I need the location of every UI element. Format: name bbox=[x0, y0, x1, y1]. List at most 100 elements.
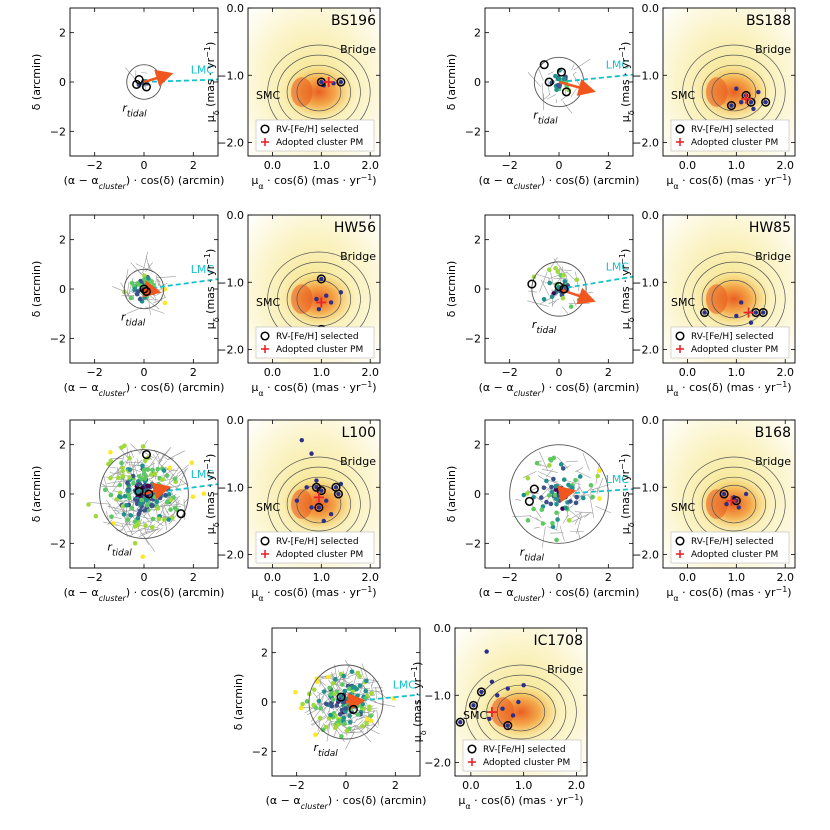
star-point bbox=[121, 512, 127, 517]
star-point bbox=[145, 467, 151, 472]
pm-y-axis-label-part: −1 bbox=[203, 458, 212, 470]
pm-xtick-label: 1.0 bbox=[728, 366, 746, 379]
star-point bbox=[554, 501, 559, 507]
star-point bbox=[525, 518, 531, 523]
pm-xtick-label-part: 0.0 bbox=[679, 366, 697, 379]
sky-x-axis-label-part: cluster bbox=[301, 802, 329, 811]
pm-star bbox=[328, 511, 334, 517]
pm-vector bbox=[129, 460, 136, 475]
pm-vector bbox=[334, 664, 339, 686]
selected-star bbox=[132, 79, 142, 90]
pm-x-axis-label-part: ) bbox=[787, 586, 791, 599]
pm-star bbox=[743, 491, 749, 497]
pm-vector bbox=[315, 691, 323, 698]
selected-star bbox=[561, 87, 571, 97]
star-point bbox=[568, 304, 574, 309]
pm-y-axis-label-part: μ bbox=[204, 115, 217, 122]
pm-ytick-label: 0.0 bbox=[642, 2, 660, 15]
density-contour bbox=[701, 64, 767, 120]
pm-vector bbox=[559, 525, 565, 542]
star-point bbox=[597, 496, 602, 501]
sky-ytick-label: −2 bbox=[50, 537, 66, 550]
pm-xtick-label: 2.0 bbox=[361, 571, 379, 584]
tidal-radius-circle bbox=[308, 664, 384, 740]
sky-panel: −2 0 2 −2 0 2 rtidal LMC (α − αcluster) · cos(δ)… bbox=[445, 214, 639, 398]
pm-vector bbox=[589, 496, 595, 519]
sky-xtick-label: 2 bbox=[392, 779, 399, 792]
star-point bbox=[355, 712, 361, 717]
lmc-label: LMC bbox=[606, 59, 630, 72]
star-point bbox=[93, 513, 99, 519]
sky-panel: −2 0 2 −2 0 2 rtidal LMC (α − αcluster) · cos(δ)… bbox=[232, 627, 426, 811]
sky-y-axis-label-part: δ (arcmin) bbox=[445, 261, 458, 318]
star-point bbox=[102, 487, 108, 493]
star-point bbox=[349, 669, 355, 674]
smc-label: SMC bbox=[671, 296, 695, 309]
pm-y-axis-label-part: (mas · yr bbox=[619, 264, 632, 317]
pm-ytick-label-part: −2.0 bbox=[632, 137, 659, 150]
pm-ytick-label: −2.0 bbox=[632, 137, 659, 150]
selected-star bbox=[559, 284, 569, 294]
star-point bbox=[546, 267, 552, 273]
pm-selected-dot bbox=[721, 491, 727, 497]
sky-xtick-label-part: 0 bbox=[141, 571, 148, 584]
pm-x-axis-label-part: · cos(δ) (mas · yr bbox=[679, 586, 776, 599]
pm-ytick-label-part: −2.0 bbox=[217, 549, 244, 562]
pm-xtick-label-part: 2.0 bbox=[568, 779, 586, 792]
sky-ytick-label: −2 bbox=[50, 125, 66, 138]
pm-y-axis-label-part: −1 bbox=[618, 458, 627, 470]
pm-xtick-label-part: 0.0 bbox=[679, 159, 697, 172]
star-point bbox=[132, 286, 138, 292]
sky-xtick-label: −2 bbox=[289, 779, 305, 792]
star-point bbox=[142, 273, 147, 279]
pm-ytick-label: −2.0 bbox=[632, 344, 659, 357]
r-tidal-label-part: tidal bbox=[524, 553, 544, 563]
pm-vector bbox=[541, 526, 546, 548]
pm-vector bbox=[311, 709, 321, 722]
cluster-pm-arrow bbox=[345, 693, 366, 711]
selected-star bbox=[176, 509, 186, 519]
pm-star bbox=[484, 649, 489, 654]
pm-vector bbox=[311, 716, 327, 726]
sky-xtick-label: 0 bbox=[556, 159, 563, 172]
star-point bbox=[313, 732, 318, 738]
star-point bbox=[332, 691, 337, 697]
sky-ytick-label-part: −2 bbox=[50, 125, 66, 138]
pm-vector bbox=[565, 460, 578, 463]
r-tidal-label-part: r bbox=[520, 545, 526, 558]
star-point bbox=[155, 506, 161, 511]
pm-x-axis-label-part: · cos(δ) (mas · yr bbox=[471, 794, 568, 807]
pm-ytick-label-part: −2.0 bbox=[632, 549, 659, 562]
legend-selected-marker bbox=[675, 331, 685, 341]
star-point bbox=[555, 517, 560, 522]
pm-x-axis-label: μα · cos(δ) (mas · yr−1) bbox=[251, 173, 376, 191]
star-point bbox=[367, 704, 372, 710]
legend: RV-[Fe/H] selected Adopted cluster PM bbox=[255, 119, 375, 152]
sky-panel: −2 0 2 −2 0 2 rtidal LMC (α − αcluster) · cos(δ)… bbox=[445, 419, 639, 603]
sky-ytick-label: 0 bbox=[474, 76, 481, 89]
pm-xtick-label-part: 2.0 bbox=[776, 571, 794, 584]
star-point bbox=[332, 725, 338, 731]
smc-label-part: SMC bbox=[256, 296, 280, 309]
pm-x-axis-label-part: −1 bbox=[361, 380, 373, 389]
sky-y-axis-label: δ (arcmin) bbox=[445, 466, 458, 523]
pm-vector bbox=[344, 731, 364, 734]
pm-xtick-label: 2.0 bbox=[776, 366, 794, 379]
selected-star bbox=[539, 60, 549, 70]
pm-vector bbox=[541, 83, 544, 100]
bridge-label: Bridge bbox=[340, 250, 376, 263]
sky-xtick-label: 0 bbox=[141, 366, 148, 379]
pm-vector bbox=[145, 306, 165, 314]
legend-adopted-label-part: Adopted cluster PM bbox=[483, 758, 570, 768]
lmc-label-part: LMC bbox=[191, 468, 215, 481]
bridge-label: Bridge bbox=[755, 43, 791, 56]
star-point bbox=[137, 296, 143, 302]
smc-label: SMC bbox=[463, 709, 487, 722]
sky-y-axis-label: δ (arcmin) bbox=[445, 54, 458, 111]
pm-x-axis-label-part: α bbox=[673, 389, 678, 398]
star-point bbox=[189, 460, 195, 466]
star-point bbox=[544, 499, 549, 505]
sky-ytick-label: 2 bbox=[59, 27, 66, 40]
cluster-pm-arrow bbox=[143, 482, 172, 500]
star-point bbox=[521, 492, 527, 498]
